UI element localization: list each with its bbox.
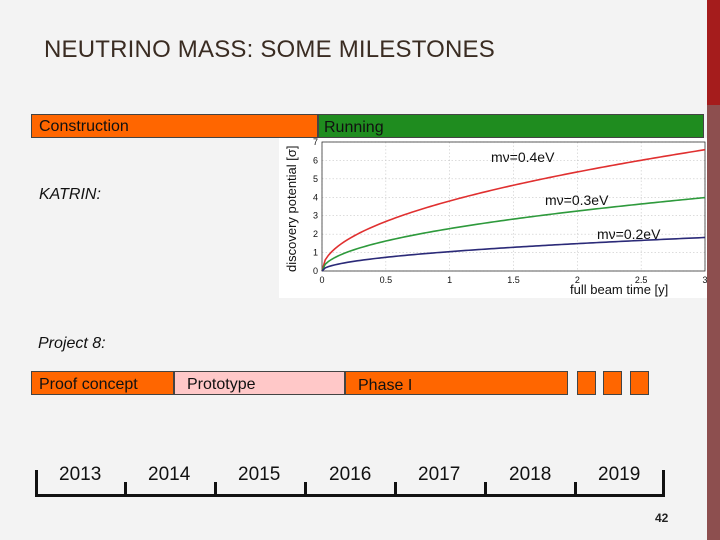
y-tick-label: 3: [313, 211, 318, 221]
x-tick-label: 2: [575, 275, 580, 285]
prototype-bar: Prototype: [174, 371, 345, 395]
year-2016: 2016: [329, 464, 372, 485]
y-tick-label: 7: [313, 138, 318, 147]
future-phase-box-3: [630, 371, 649, 395]
timeline-tick: [35, 470, 38, 497]
proof-concept-label: Proof concept: [39, 376, 138, 393]
year-2017: 2017: [418, 464, 461, 485]
timeline-axis: [35, 494, 665, 497]
y-axis-label: discovery potential [σ]: [284, 145, 299, 272]
series-line-0: [321, 148, 706, 272]
x-tick-label: 1.5: [507, 275, 520, 285]
y-tick-label: 5: [313, 174, 318, 184]
year-2014: 2014: [148, 464, 191, 485]
year-2015: 2015: [238, 464, 281, 485]
page-title: NEUTRINO MASS: SOME MILESTONES: [44, 36, 495, 63]
x-tick-label: 0.5: [380, 275, 393, 285]
x-tick-label: 0: [319, 275, 324, 285]
series-label-03ev: mν=0.3eV: [545, 192, 609, 208]
timeline-tick: [484, 482, 487, 497]
x-tick-label: 3: [702, 275, 707, 285]
katrin-running-bar: Running: [318, 114, 704, 138]
page-number: 42: [655, 511, 669, 525]
phase1-label: Phase I: [358, 377, 413, 394]
prototype-label: Prototype: [187, 376, 256, 393]
timeline-tick: [574, 482, 577, 497]
phase1-bar: Phase I: [345, 371, 568, 395]
decorative-side-bar: [707, 0, 720, 540]
construction-label: Construction: [39, 118, 129, 135]
timeline-tick: [124, 482, 127, 497]
series-line-1: [321, 196, 706, 272]
running-label: Running: [324, 119, 384, 136]
katrin-construction-bar: Construction: [31, 114, 318, 138]
x-axis-label: full beam time [y]: [570, 282, 668, 297]
y-tick-label: 2: [313, 229, 318, 239]
year-2019: 2019: [598, 464, 641, 485]
timeline-tick: [214, 482, 217, 497]
x-tick-label: 2.5: [635, 275, 648, 285]
y-tick-label: 0: [313, 266, 318, 276]
katrin-label: KATRIN:: [39, 186, 101, 203]
series-label-04ev: mν=0.4eV: [491, 149, 555, 165]
series-label-02ev: mν=0.2eV: [597, 226, 661, 242]
y-tick-label: 6: [313, 155, 318, 165]
proof-concept-bar: Proof concept: [31, 371, 174, 395]
year-2013: 2013: [59, 464, 102, 485]
timeline-tick: [662, 470, 665, 497]
year-2018: 2018: [509, 464, 552, 485]
y-tick-label: 1: [313, 248, 318, 258]
project8-label: Project 8:: [38, 335, 106, 352]
future-phase-box-1: [577, 371, 596, 395]
timeline-tick: [304, 482, 307, 497]
series-line-2: [321, 236, 706, 272]
x-tick-label: 1: [447, 275, 452, 285]
katrin-sensitivity-chart: 0 0.5 1 1.5 2 2.5 3 0 1 2 3 4 5 6 7 discovery potentia…: [279, 138, 707, 298]
y-tick-label: 4: [313, 192, 318, 202]
timeline-tick: [394, 482, 397, 497]
plot-frame: [321, 141, 706, 272]
future-phase-box-2: [603, 371, 622, 395]
